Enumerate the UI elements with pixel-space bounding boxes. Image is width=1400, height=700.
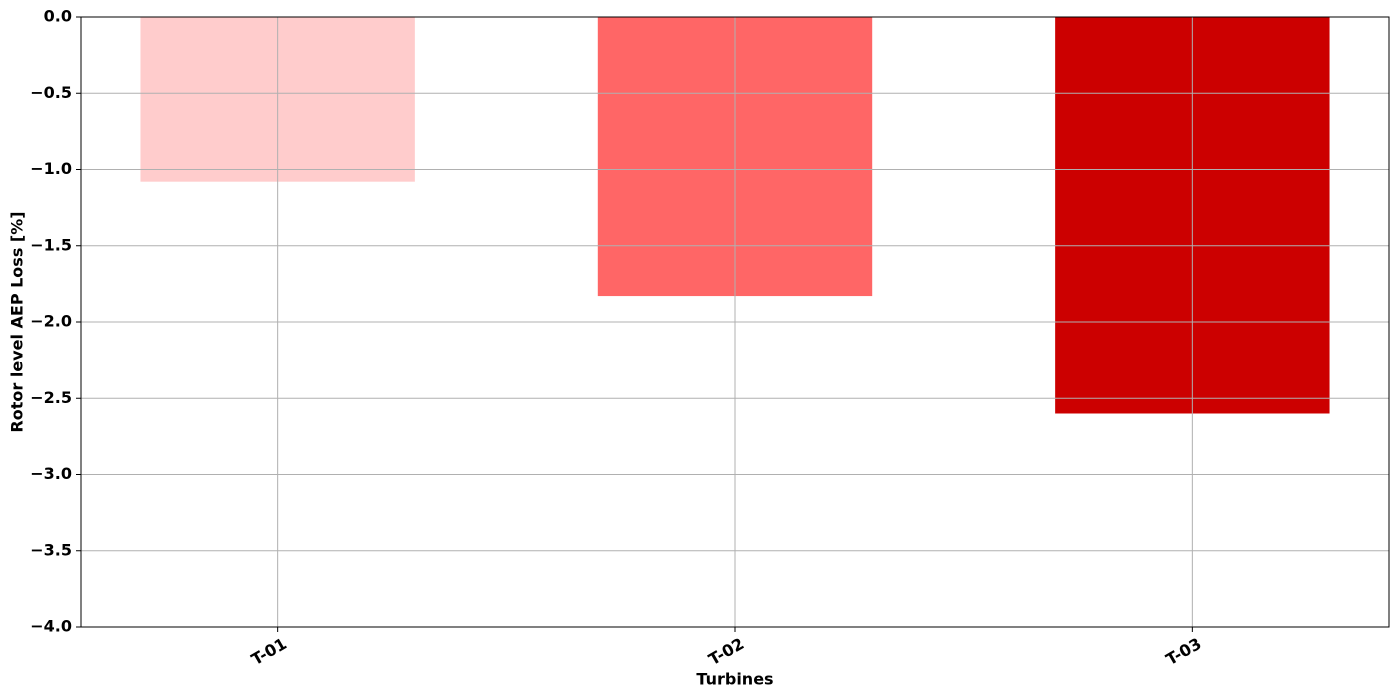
y-tick-label: −2.0 xyxy=(30,312,72,331)
plot-frame xyxy=(80,16,1390,628)
y-tick-label: −2.5 xyxy=(30,388,72,407)
x-axis-label: Turbines xyxy=(696,670,773,689)
y-tick-label: −0.5 xyxy=(30,83,72,102)
y-tick-label: −3.5 xyxy=(30,540,72,559)
x-tick-label: T-01 xyxy=(248,634,290,669)
y-axis-label: Rotor level AEP Loss [%] xyxy=(8,211,27,432)
y-tick-label: 0.0 xyxy=(44,7,72,26)
y-tick-label: −4.0 xyxy=(30,617,72,636)
y-tick-label: −1.0 xyxy=(30,159,72,178)
x-tick-label: T-02 xyxy=(705,634,747,669)
y-tick-label: −1.5 xyxy=(30,235,72,254)
y-tick-label: −3.0 xyxy=(30,464,72,483)
x-tick-label: T-03 xyxy=(1163,634,1205,669)
